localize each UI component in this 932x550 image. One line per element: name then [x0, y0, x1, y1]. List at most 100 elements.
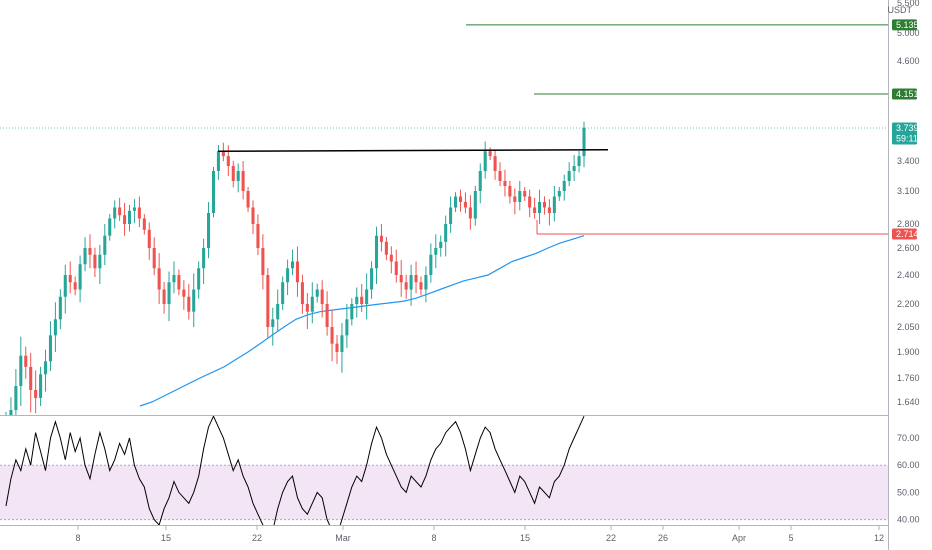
candle[interactable]	[355, 287, 359, 318]
candle[interactable]	[473, 185, 477, 226]
candle[interactable]	[533, 197, 537, 219]
candle[interactable]	[305, 292, 309, 329]
candle[interactable]	[290, 249, 295, 276]
candle[interactable]	[557, 187, 561, 201]
candle[interactable]	[562, 174, 566, 201]
candle[interactable]	[493, 149, 497, 180]
candle[interactable]	[39, 366, 43, 406]
candle[interactable]	[360, 283, 364, 312]
candle[interactable]	[370, 261, 374, 299]
candle[interactable]	[137, 196, 141, 228]
candle[interactable]	[547, 199, 551, 226]
candle[interactable]	[577, 151, 581, 173]
candle[interactable]	[103, 224, 107, 266]
candle[interactable]	[118, 197, 122, 221]
candle[interactable]	[152, 237, 156, 276]
candle[interactable]	[246, 187, 250, 212]
candlestick-series[interactable]	[4, 121, 586, 430]
candle[interactable]	[88, 234, 92, 269]
candle[interactable]	[414, 261, 418, 294]
candle[interactable]	[78, 255, 82, 303]
candle[interactable]	[207, 202, 211, 259]
candle[interactable]	[542, 196, 547, 215]
candle[interactable]	[538, 189, 542, 224]
candle[interactable]	[251, 200, 255, 235]
candle[interactable]	[439, 235, 443, 257]
candle[interactable]	[142, 214, 146, 235]
candle[interactable]	[9, 397, 13, 430]
candle[interactable]	[434, 234, 438, 269]
candle[interactable]	[528, 189, 532, 218]
candle[interactable]	[483, 141, 487, 179]
candle[interactable]	[399, 259, 403, 297]
candle[interactable]	[295, 246, 300, 297]
candle[interactable]	[241, 161, 245, 200]
candle[interactable]	[325, 291, 329, 336]
candle[interactable]	[182, 280, 186, 310]
candle[interactable]	[330, 309, 334, 362]
candle[interactable]	[409, 264, 413, 306]
candle[interactable]	[123, 202, 127, 236]
candle[interactable]	[177, 269, 181, 296]
candle[interactable]	[281, 276, 285, 311]
candle[interactable]	[236, 163, 240, 193]
candle[interactable]	[211, 167, 216, 218]
resistance-line[interactable]	[217, 149, 609, 153]
candle[interactable]	[478, 163, 482, 204]
candle[interactable]	[449, 196, 453, 233]
candle[interactable]	[513, 188, 517, 215]
candle[interactable]	[98, 244, 102, 284]
candle[interactable]	[286, 259, 290, 296]
candle[interactable]	[379, 224, 383, 252]
candle[interactable]	[567, 162, 571, 187]
candle[interactable]	[572, 154, 576, 181]
candle[interactable]	[93, 247, 97, 278]
candle[interactable]	[345, 304, 349, 348]
candle[interactable]	[276, 289, 280, 332]
candle[interactable]	[310, 282, 314, 324]
candle[interactable]	[34, 370, 38, 414]
candle[interactable]	[24, 346, 28, 379]
candle[interactable]	[444, 215, 448, 257]
candle[interactable]	[454, 192, 458, 212]
candle[interactable]	[404, 274, 408, 299]
candle[interactable]	[19, 336, 23, 406]
candle[interactable]	[300, 274, 304, 314]
candle[interactable]	[315, 283, 319, 303]
candle[interactable]	[374, 226, 379, 284]
candle[interactable]	[463, 192, 467, 214]
candle[interactable]	[29, 352, 33, 413]
candle[interactable]	[523, 187, 527, 201]
candle[interactable]	[68, 261, 72, 294]
candle[interactable]	[552, 186, 556, 222]
candle[interactable]	[424, 266, 428, 303]
candle[interactable]	[83, 237, 87, 272]
candle[interactable]	[202, 238, 206, 284]
candle[interactable]	[503, 169, 507, 197]
candle[interactable]	[157, 253, 161, 304]
candle[interactable]	[365, 273, 369, 320]
candle[interactable]	[147, 222, 151, 260]
candle[interactable]	[63, 264, 67, 314]
candle[interactable]	[384, 236, 388, 261]
candle[interactable]	[458, 189, 463, 212]
resistance-trendline[interactable]	[217, 149, 609, 153]
candle[interactable]	[53, 302, 57, 352]
candle[interactable]	[108, 214, 112, 241]
candle[interactable]	[582, 121, 586, 168]
candle[interactable]	[340, 323, 344, 373]
candle[interactable]	[350, 298, 354, 326]
candle[interactable]	[192, 273, 196, 327]
candle[interactable]	[226, 145, 230, 176]
candle[interactable]	[43, 349, 48, 392]
candle[interactable]	[518, 181, 522, 211]
candle[interactable]	[320, 280, 324, 318]
candle[interactable]	[389, 246, 393, 274]
candle[interactable]	[167, 271, 171, 322]
candle[interactable]	[498, 162, 502, 187]
candle[interactable]	[429, 243, 433, 283]
candle[interactable]	[419, 276, 423, 296]
candle[interactable]	[394, 249, 398, 283]
candle[interactable]	[468, 195, 472, 230]
